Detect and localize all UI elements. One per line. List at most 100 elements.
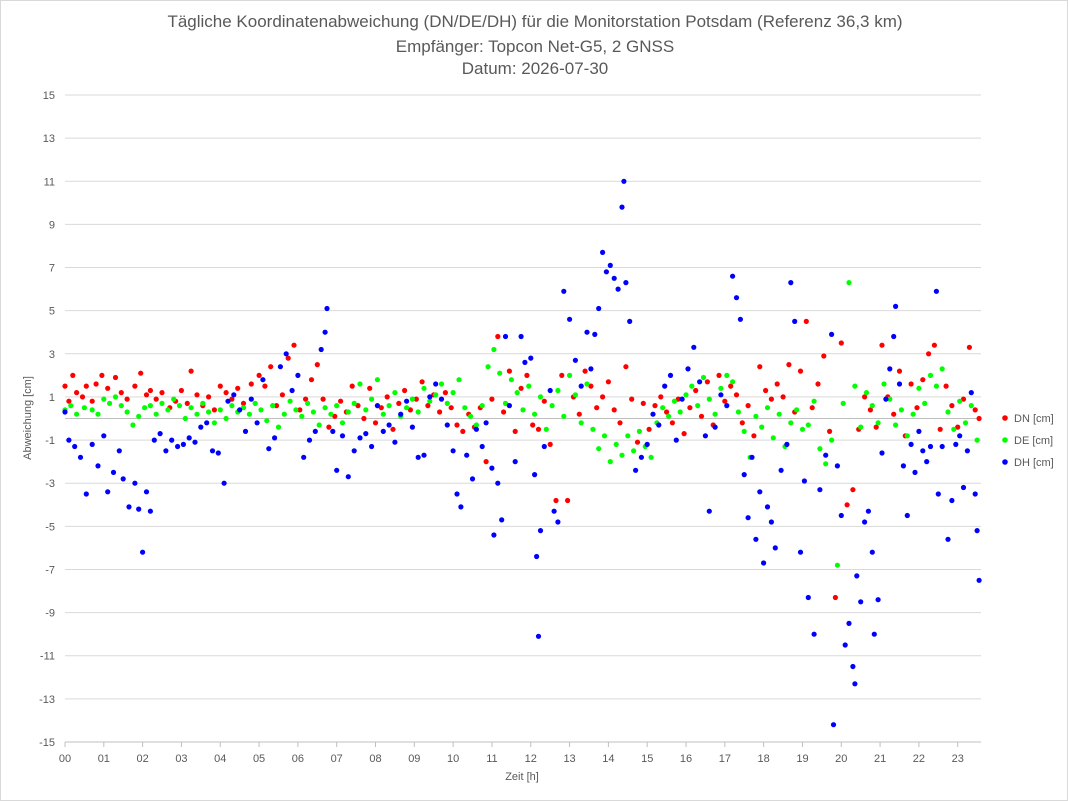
data-point [858,599,864,605]
data-point [662,383,668,389]
series-dh [62,178,982,728]
data-point [881,381,887,387]
data-point [384,394,390,400]
data-point [526,383,532,389]
data-point [322,405,328,411]
y-tick-label: -9 [45,608,55,620]
data-point [619,452,625,458]
data-point [887,366,893,372]
x-tick-label: 22 [913,753,925,765]
data-point [753,413,759,419]
data-point [722,398,728,404]
data-point [169,437,175,443]
data-point [685,366,691,372]
data-point [592,331,598,337]
data-point [142,405,148,411]
data-point [873,424,879,430]
data-point [912,469,918,475]
data-point [112,394,119,400]
data-point [799,426,806,432]
data-point [922,400,928,406]
data-point [949,403,955,409]
data-point [301,454,307,460]
data-point [741,472,747,478]
data-point [891,333,897,340]
data-point [829,437,835,443]
data-point [842,642,848,648]
series-de [62,280,980,568]
data-point [138,370,144,376]
data-point [617,420,623,426]
data-point [143,489,150,495]
data-point [101,433,107,439]
data-point [506,403,512,409]
y-tick-label: -15 [39,737,55,749]
data-point [105,489,111,495]
data-point [852,681,858,687]
data-point [413,396,419,402]
data-point [433,392,439,398]
data-point [788,280,794,286]
data-point [629,396,635,402]
data-point [338,398,344,404]
data-point [254,420,260,426]
data-point [827,428,833,434]
data-point [180,441,186,447]
x-tick-label: 02 [137,753,149,765]
x-tick-label: 19 [796,753,808,765]
x-axis-title: Zeit [h] [505,771,539,783]
data-point [689,383,695,389]
data-point [735,409,742,415]
data-point [314,362,320,368]
data-point [143,392,150,398]
data-point [367,385,373,391]
data-point [916,428,922,434]
data-point [784,441,790,447]
data-point [623,280,629,286]
data-point [960,396,967,402]
data-point [733,295,740,301]
data-point [363,431,369,437]
data-point [883,396,889,402]
data-point [838,340,844,346]
data-point [834,562,841,568]
data-point [778,467,784,473]
data-point [704,379,711,385]
x-tick-label: 01 [98,753,110,765]
data-point [695,403,701,409]
x-tick-label: 15 [641,753,653,765]
x-tick-label: 20 [835,753,847,765]
data-point [299,413,305,419]
data-point [667,372,674,378]
data-point [898,407,905,413]
data-point [514,390,520,396]
x-tick-label: 12 [525,753,537,765]
data-point [871,631,877,637]
data-point [491,532,497,538]
data-point [935,491,941,497]
data-point [728,383,734,389]
data-point [229,396,235,402]
data-point [896,368,903,374]
data-point [421,452,427,458]
x-tick-label: 23 [952,753,964,765]
data-point [974,437,980,443]
data-point [163,448,169,454]
data-point [669,420,676,426]
data-point [697,379,703,385]
data-point [518,333,524,340]
data-point [634,439,641,445]
data-point [931,342,938,348]
data-point [555,519,561,525]
data-point [217,407,223,413]
data-point [204,420,210,426]
data-point [761,560,767,566]
data-point [613,441,619,447]
x-tick-label: 06 [292,753,304,765]
data-point [176,403,183,409]
data-point [351,400,357,406]
data-point [283,351,289,357]
chart-title-line-3: Datum: 2026-07-30 [461,59,609,78]
data-point [89,398,95,404]
data-point [844,502,850,508]
